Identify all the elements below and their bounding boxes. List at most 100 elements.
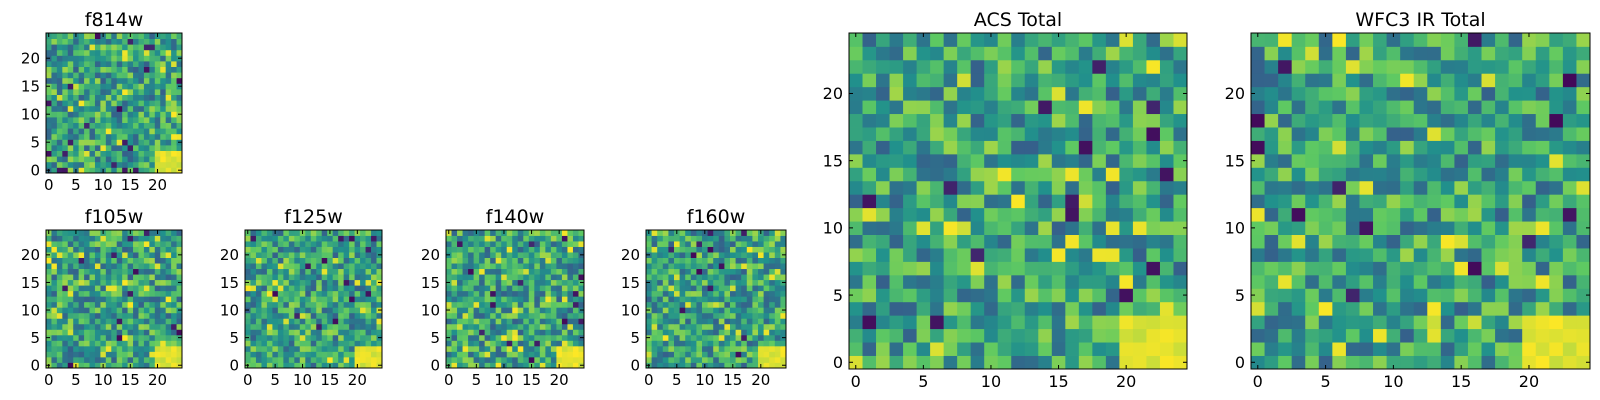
heatmap-cell [984,355,999,370]
heatmap-cell [916,140,931,155]
heatmap-cell [501,351,508,358]
heatmap-cell [84,356,90,363]
heatmap-cell [1413,261,1428,276]
heatmap-cell [1495,59,1510,74]
heatmap-cell [272,323,279,330]
heatmap-cell [735,340,742,347]
heatmap-cell [1549,59,1564,74]
heatmap-cell [1264,33,1279,47]
heatmap-cell [122,323,128,330]
heatmap-cell [769,290,776,297]
heatmap-cell [310,307,317,314]
heatmap-cell [534,329,541,336]
heatmap-cell [662,307,669,314]
heatmap-cell [127,72,134,79]
heatmap-cell [539,263,546,270]
heatmap-cell [758,268,764,275]
heatmap-cell [484,329,491,336]
heatmap-cell [735,268,742,275]
heatmap-cell [446,257,452,264]
heatmap-cell [746,307,753,314]
heatmap-cell [718,230,725,236]
heatmap-cell [277,285,284,292]
heatmap-cell [171,66,177,73]
heatmap-cell [94,334,101,341]
heatmap-cell [100,55,107,62]
heatmap-cell [154,340,161,347]
heatmap-cell [1508,315,1523,330]
heatmap-cell [479,274,486,281]
heatmap-cell [371,263,377,270]
heatmap-cell [1146,221,1161,235]
heatmap-cell [94,55,101,62]
heatmap-cell [490,290,497,297]
heatmap-cell [970,140,985,155]
heatmap-cell [490,246,497,253]
heatmap-cell [674,329,680,336]
heatmap-cell [316,268,323,275]
heatmap-cell [149,167,156,174]
heatmap-cell [1305,46,1320,61]
heatmap-cell [702,268,708,275]
heatmap-cell [1264,207,1279,222]
heatmap-cell [116,290,123,297]
heatmap-cell [578,285,585,292]
heatmap-cell [332,356,339,363]
heatmap-cell [116,139,123,146]
heatmap-cell [1291,234,1306,249]
heatmap-cell [506,285,513,292]
heatmap-cell [89,139,96,146]
heatmap-cell [272,307,279,314]
heatmap-cell [523,307,530,314]
heatmap-cell [360,268,366,275]
heatmap-cell [457,323,463,330]
heatmap-cell [261,362,268,369]
heatmap-cell [1146,59,1161,74]
heatmap-cell [758,334,764,341]
heatmap-cell [1508,301,1523,316]
heatmap-cell [165,351,172,358]
heatmap-cell [78,44,85,51]
heatmap-cell [78,290,85,297]
heatmap-cell [657,274,664,281]
heatmap-cell [288,257,295,264]
heatmap-cell [1305,355,1320,370]
heatmap-cell [160,150,167,157]
heatmap-cell [266,329,273,336]
heatmap-cell [916,315,931,330]
heatmap-cell [1508,153,1523,168]
heatmap-cell [46,290,52,297]
heatmap-cell [73,49,80,56]
heatmap-cell [512,329,519,336]
heatmap-cell [283,318,290,325]
heatmap-cell [127,235,134,242]
heatmap-cell [713,235,720,242]
heatmap-cell [62,89,69,95]
heatmap-cell [111,72,118,79]
heatmap-cell [1105,221,1120,235]
heatmap-cell [930,46,945,61]
heatmap-cell [696,362,703,369]
heatmap-cell [876,328,890,343]
heatmap-cell [84,290,90,297]
heatmap-cell [1345,113,1360,128]
heatmap-cell [1535,153,1550,168]
heatmap-cell [1132,301,1147,316]
heatmap-cell [78,133,85,140]
heatmap-cell [534,351,541,358]
heatmap-cell [1051,301,1066,316]
heatmap-cell [1332,59,1347,74]
heatmap-cell [657,296,664,303]
heatmap-cell [343,318,350,325]
heatmap-cell [89,83,96,90]
heatmap-cell [160,128,167,135]
heatmap-cell [534,235,541,242]
x-tick-label: 15 [1048,372,1068,391]
heatmap-cell [1318,59,1333,74]
heatmap-cell [930,234,945,249]
heatmap-cell [889,113,904,128]
heatmap-cell [1146,127,1161,141]
heatmap-cell [685,285,692,292]
heatmap-cell [327,241,334,247]
heatmap-cell [556,312,563,319]
